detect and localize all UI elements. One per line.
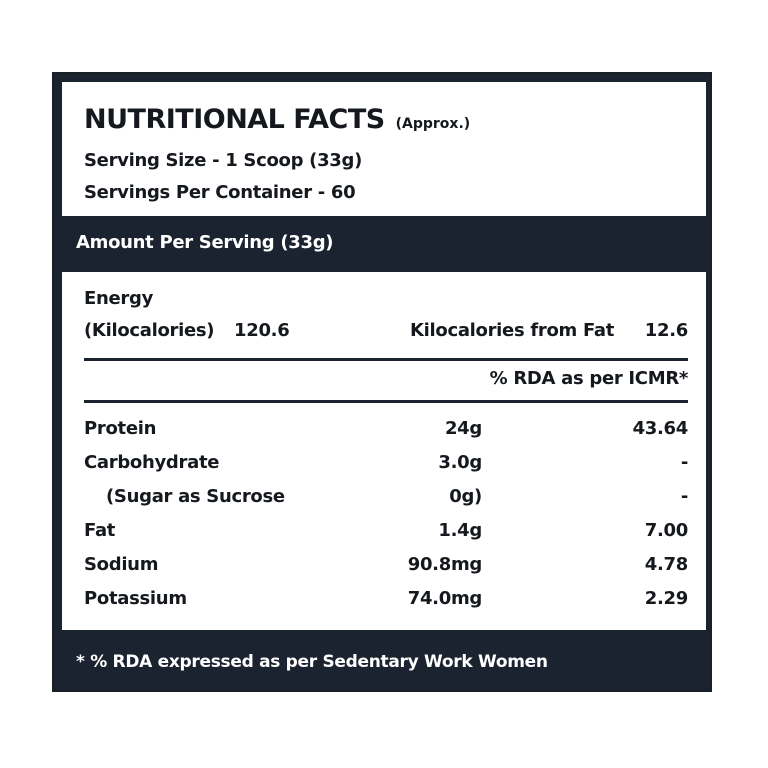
divider-rule xyxy=(84,400,688,403)
title-text: NUTRITIONAL FACTS xyxy=(84,104,385,135)
fat-kcal-label: Kilocalories from Fat xyxy=(410,320,615,341)
amount-per-serving-bar: Amount Per Serving (33g) xyxy=(76,232,334,253)
label-title: NUTRITIONAL FACTS (Approx.) xyxy=(84,104,470,135)
kcal-label: (Kilocalories) xyxy=(84,320,215,341)
nutrient-panel: Energy (Kilocalories) 120.6 Kilocalories… xyxy=(62,272,706,630)
nutrient-name: (Sugar as Sucrose xyxy=(106,486,285,507)
title-note: (Approx.) xyxy=(395,116,471,132)
kcal-value: 120.6 xyxy=(234,320,290,341)
energy-label: Energy xyxy=(84,288,154,309)
nutrient-name: Sodium xyxy=(84,554,159,575)
nutrient-name: Potassium xyxy=(84,588,187,609)
nutrient-name: Carbohydrate xyxy=(84,452,220,473)
divider-rule xyxy=(84,358,688,361)
nutrient-name: Protein xyxy=(84,418,157,439)
footnote: * % RDA expressed as per Sedentary Work … xyxy=(76,652,548,672)
nutrient-rda: - xyxy=(680,486,688,507)
serving-size: Serving Size - 1 Scoop (33g) xyxy=(84,150,363,171)
nutrient-rda: 7.00 xyxy=(644,520,689,541)
nutrition-label: NUTRITIONAL FACTS (Approx.) Serving Size… xyxy=(52,72,712,692)
header-panel: NUTRITIONAL FACTS (Approx.) Serving Size… xyxy=(62,82,706,216)
nutrient-rda: 2.29 xyxy=(644,588,689,609)
nutrient-rda: 4.78 xyxy=(644,554,689,575)
nutrient-amount: 74.0mg xyxy=(407,588,483,609)
nutrient-name: Fat xyxy=(84,520,116,541)
servings-per-container: Servings Per Container - 60 xyxy=(84,182,356,203)
rda-header: % RDA as per ICMR* xyxy=(489,368,689,389)
nutrient-rda: 43.64 xyxy=(632,418,689,439)
nutrient-amount: 0g) xyxy=(449,486,482,507)
nutrient-amount: 3.0g xyxy=(438,452,482,473)
fat-kcal-value: 12.6 xyxy=(644,320,689,341)
nutrient-amount: 90.8mg xyxy=(407,554,483,575)
nutrient-amount: 1.4g xyxy=(438,520,482,541)
nutrient-amount: 24g xyxy=(444,418,482,439)
nutrient-rda: - xyxy=(680,452,688,473)
